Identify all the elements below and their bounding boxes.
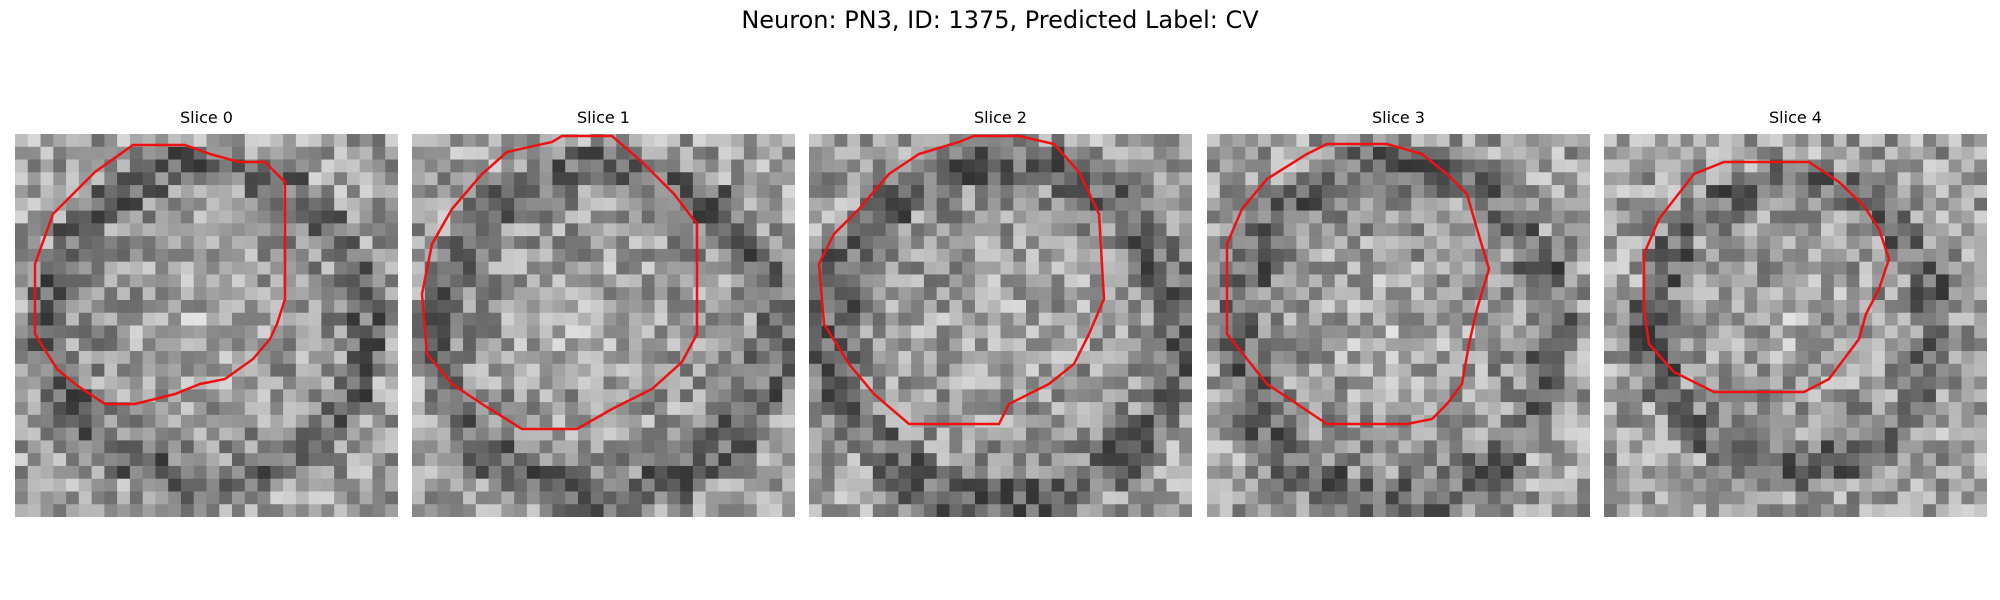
- slice-pixels: [15, 134, 398, 517]
- contour-outline: [420, 134, 699, 431]
- contour-outline: [817, 134, 1106, 426]
- contour-outline: [1225, 142, 1491, 426]
- contour-outline: [33, 143, 287, 406]
- slice-image-3: [1207, 134, 1590, 517]
- slice-pixels: [1207, 134, 1590, 517]
- slice-pixels: [1604, 134, 1987, 517]
- slice-title-2: Slice 2: [974, 108, 1027, 127]
- slice-pixels: [412, 134, 795, 517]
- slice-title-3: Slice 3: [1372, 108, 1425, 127]
- slice-title-0: Slice 0: [180, 108, 233, 127]
- slice-image-2: [809, 134, 1192, 517]
- slice-title-1: Slice 1: [577, 108, 630, 127]
- slice-image-0: [15, 134, 398, 517]
- slice-pixels: [809, 134, 1192, 517]
- contour-outline: [1642, 160, 1891, 394]
- figure-title: Neuron: PN3, ID: 1375, Predicted Label: …: [741, 6, 1259, 34]
- slice-image-1: [412, 134, 795, 517]
- slice-image-4: [1604, 134, 1987, 517]
- slice-title-4: Slice 4: [1769, 108, 1822, 127]
